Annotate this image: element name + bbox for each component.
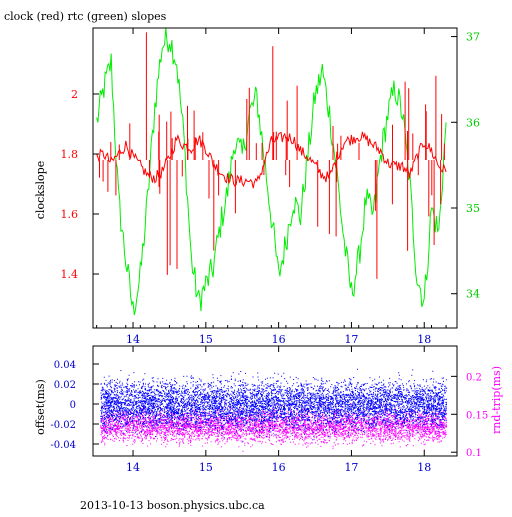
- bottom-axes-group: 14 15 16 17 18 -0.04 -0.02 0 0.02 0.04 0.1 0.15 0.2: [50, 346, 488, 474]
- top-x-tick-label: 15: [199, 333, 213, 346]
- bottom-x-tick-label: 17: [344, 461, 358, 474]
- series-offset-points: [100, 368, 448, 442]
- bottom-y2-tick-label: 0.15: [466, 410, 488, 421]
- bottom-y-tick-label: 0.04: [54, 360, 76, 371]
- top-y-axis-label: clockslope: [34, 161, 47, 219]
- top-chart: clock (red) rtc (green) slopes clockslop…: [4, 10, 480, 346]
- top-chart-title: clock (red) rtc (green) slopes: [4, 10, 167, 23]
- bottom-y2-axis-label: rnd-trip(ms): [490, 366, 503, 434]
- bottom-y-tick-label: -0.04: [50, 440, 76, 451]
- top-y2-tick-label: 34: [466, 288, 480, 301]
- top-y-tick-label: 2: [71, 88, 78, 101]
- bottom-y2-tick-label: 0.2: [466, 372, 482, 383]
- top-x-tick-label: 18: [417, 333, 431, 346]
- bottom-x-tick-label: 18: [417, 461, 431, 474]
- top-y-tick-label: 1.8: [61, 148, 79, 161]
- series-rnd-trip-points: [100, 402, 448, 452]
- bottom-y2-tick-label: 0.1: [466, 448, 482, 459]
- bottom-y-tick-label: 0.02: [54, 380, 76, 391]
- bottom-y-axis-label: offset(ms): [34, 379, 47, 435]
- top-y-tick-label: 1.6: [61, 208, 79, 221]
- series-rtc-line: [96, 27, 447, 316]
- bottom-y-tick-label: 0: [70, 400, 76, 411]
- top-y2-tick-label: 37: [466, 31, 480, 44]
- top-x-tick-label: 14: [126, 333, 140, 346]
- top-y2-tick-label: 35: [466, 202, 480, 215]
- bottom-x-tick-label: 14: [126, 461, 140, 474]
- bottom-x-tick-label: 16: [272, 461, 286, 474]
- bottom-chart: offset(ms) rnd-trip(ms) 14 15 16 17 18 -0.04 -…: [34, 345, 503, 474]
- top-y2-tick-label: 36: [466, 116, 480, 129]
- bottom-y-tick-label: -0.02: [50, 420, 76, 431]
- top-plot-frame: [92, 27, 458, 329]
- bottom-plot-frame: [92, 345, 458, 457]
- top-series-group: [96, 27, 447, 316]
- series-clock-line: [96, 131, 447, 189]
- bottom-x-tick-label: 15: [199, 461, 213, 474]
- top-x-tick-label: 17: [344, 333, 358, 346]
- top-x-tick-label: 16: [272, 333, 286, 346]
- top-axes-group: 14 15 16 17 18 1.4 1.6 1.8 2 34 35 36 37: [61, 28, 480, 346]
- top-y-tick-label: 1.4: [61, 268, 79, 281]
- footer-text: 2013-10-13 boson.physics.ubc.ca: [80, 499, 265, 512]
- bottom-series-group: [100, 368, 448, 452]
